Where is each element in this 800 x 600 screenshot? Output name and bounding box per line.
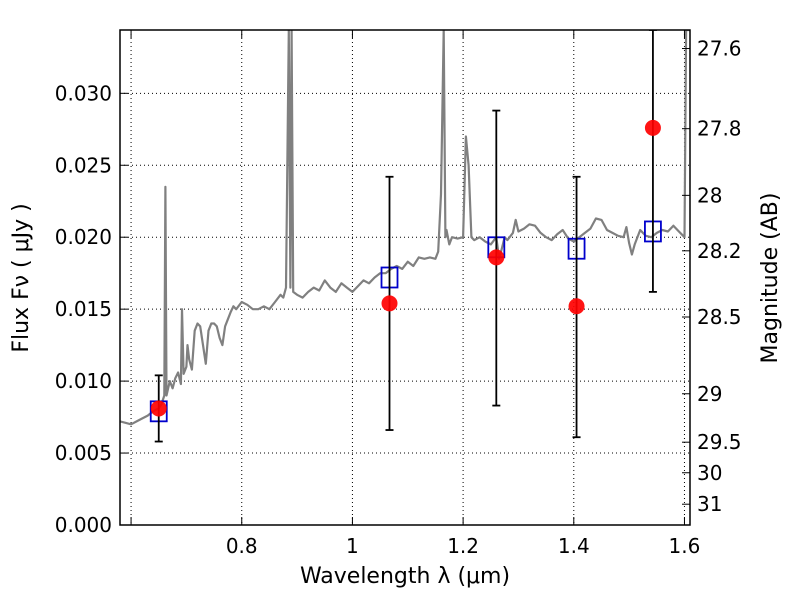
data-layer bbox=[120, 30, 690, 443]
observed-flux-point bbox=[644, 119, 661, 136]
y-axis-label: Flux Fν ( μJy ) bbox=[9, 203, 34, 352]
right-tick-label: 30 bbox=[697, 461, 722, 485]
right-tick-label: 27.6 bbox=[697, 37, 742, 61]
x-tick-label: 1.6 bbox=[669, 534, 701, 558]
right-tick-label: 31 bbox=[697, 492, 722, 516]
x-tick-label: 0.8 bbox=[226, 534, 258, 558]
spectrum-line bbox=[120, 30, 690, 426]
right-tick-label: 27.8 bbox=[697, 117, 742, 141]
observed-flux-point bbox=[381, 295, 398, 312]
right-tick-label: 28 bbox=[697, 183, 722, 207]
right-tick-label: 28.2 bbox=[697, 239, 742, 263]
ticks: 0.8 1 1.2 1.4 1.6 0.000 0.005 0.010 0.015 0.020 0.… bbox=[55, 30, 742, 558]
right-tick-label: 29 bbox=[697, 382, 722, 406]
x-tick-label: 1.2 bbox=[447, 534, 479, 558]
x-tick-label: 1.4 bbox=[558, 534, 590, 558]
y-tick-label: 0.000 bbox=[55, 513, 112, 537]
plot-frame bbox=[119, 29, 691, 526]
y-axis-right-label: Magnitude (AB) bbox=[758, 193, 783, 364]
right-tick-label: 29.5 bbox=[697, 430, 742, 454]
observed-flux-point bbox=[488, 249, 505, 266]
right-tick-label: 28.5 bbox=[697, 305, 742, 329]
x-tick-label: 1 bbox=[346, 534, 359, 558]
y-tick-label: 0.005 bbox=[55, 441, 112, 465]
y-tick-label: 0.030 bbox=[55, 81, 112, 105]
observed-flux-point bbox=[568, 298, 585, 315]
x-axis-label: Wavelength λ (μm) bbox=[300, 564, 510, 589]
plot-background bbox=[120, 30, 690, 525]
y-tick-label: 0.020 bbox=[55, 225, 112, 249]
y-tick-label: 0.015 bbox=[55, 297, 112, 321]
y-tick-label: 0.010 bbox=[55, 369, 112, 393]
y-tick-label: 0.025 bbox=[55, 153, 112, 177]
observed-flux-point bbox=[150, 400, 167, 417]
